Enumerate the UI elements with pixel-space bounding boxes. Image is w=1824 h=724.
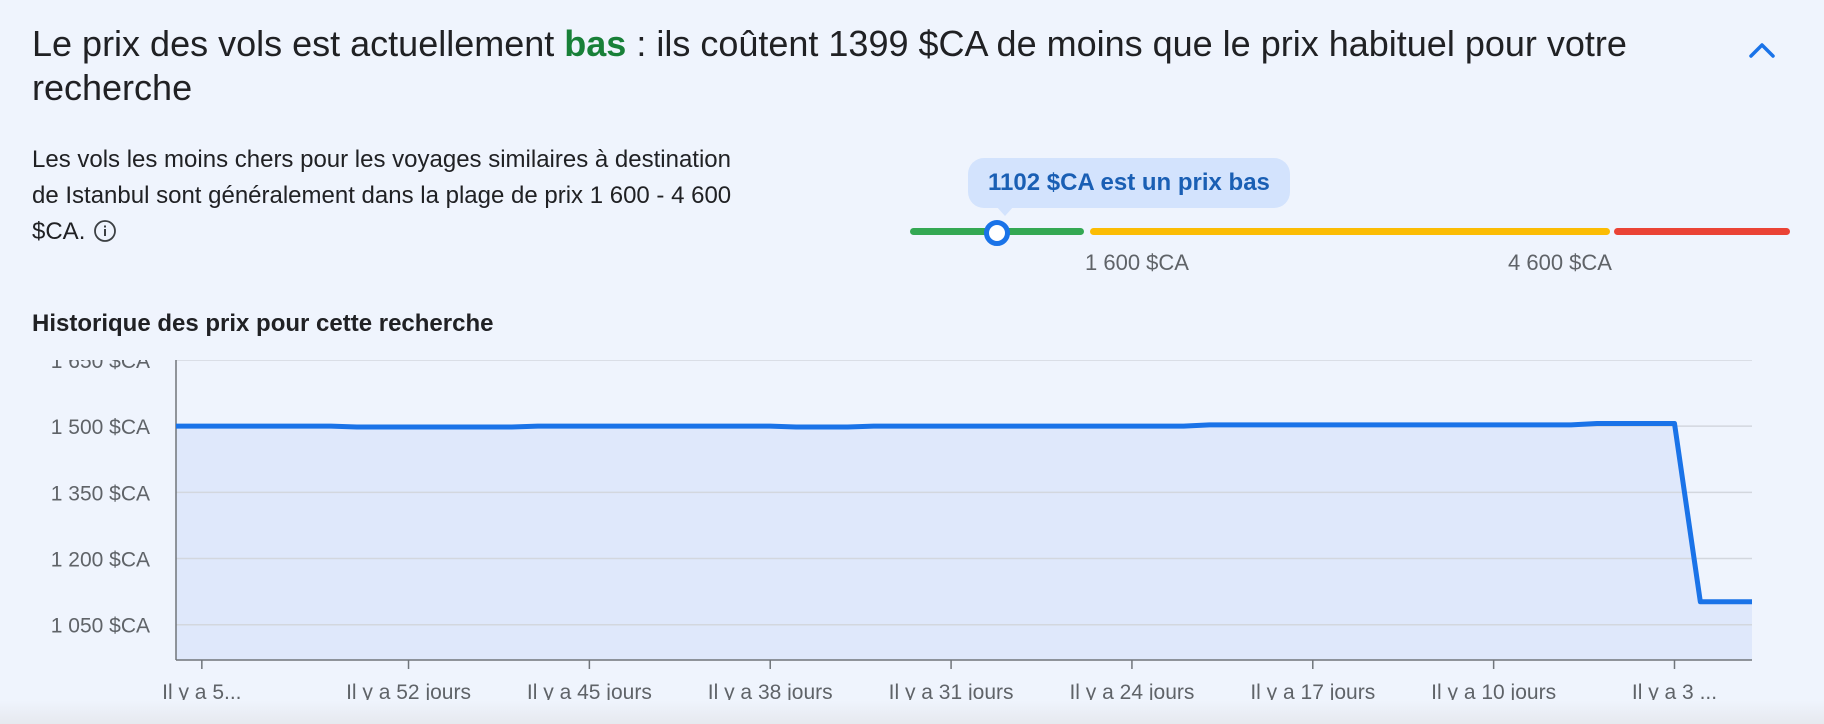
price-history-title: Historique des prix pour cette recherche [32, 310, 494, 337]
x-tick-label: Il y a 52 jours [346, 681, 471, 700]
bubble-tail [996, 206, 1014, 216]
price-history-chart: 1 650 $CA 1 500 $CA 1 350 $CA 1 200 $CA 1 05… [51, 360, 1752, 700]
range-high-label: 4 600 $CA [1508, 250, 1612, 275]
x-tick-label: Il y a 17 jours [1250, 681, 1375, 700]
price-history-line [176, 421, 1752, 605]
headline: Le prix des vols est actuellement bas : … [32, 22, 1712, 110]
y-tick-label: 1 500 $CA [51, 416, 150, 439]
collapse-button[interactable] [1740, 28, 1784, 72]
current-price-bubble: 1102 $CA est un prix bas [968, 158, 1290, 208]
info-icon[interactable] [93, 218, 117, 254]
headline-price-level: bas [564, 23, 627, 64]
range-low-label: 1 600 $CA [1085, 250, 1189, 275]
y-tick-label: 1 050 $CA [51, 615, 150, 638]
y-tick-label: 1 650 $CA [51, 360, 150, 373]
x-tick-label: Il y a 31 jours [889, 681, 1014, 700]
x-tick-label: Il y a 3 ... [1632, 681, 1717, 700]
y-tick-label: 1 200 $CA [51, 549, 150, 572]
x-tick-label: Il y a 10 jours [1431, 681, 1556, 700]
headline-after: : ils coûtent 1399 $CA de moins que le p… [32, 23, 1627, 108]
chevron-up-icon [1749, 43, 1775, 58]
series-area [176, 423, 1752, 660]
y-tick-label: 1 350 $CA [51, 482, 150, 505]
x-tick-label: Il y a 5... [162, 681, 241, 700]
current-price-marker [984, 220, 1010, 246]
price-range-indicator: 1102 $CA est un prix bas 1 600 $CA 4 600… [900, 150, 1800, 290]
headline-before: Le prix des vols est actuellement [32, 23, 565, 64]
description-text: Les vols les moins chers pour les voyage… [32, 146, 732, 245]
x-tick-label: Il y a 38 jours [708, 681, 833, 700]
typical-price-segment [1090, 228, 1610, 235]
x-tick-label: Il y a 45 jours [527, 681, 652, 700]
x-tick-label: Il y a 24 jours [1069, 681, 1194, 700]
price-range-description: Les vols les moins chers pour les voyage… [32, 142, 752, 254]
bottom-edge [0, 700, 1824, 724]
high-price-segment [1614, 228, 1790, 235]
